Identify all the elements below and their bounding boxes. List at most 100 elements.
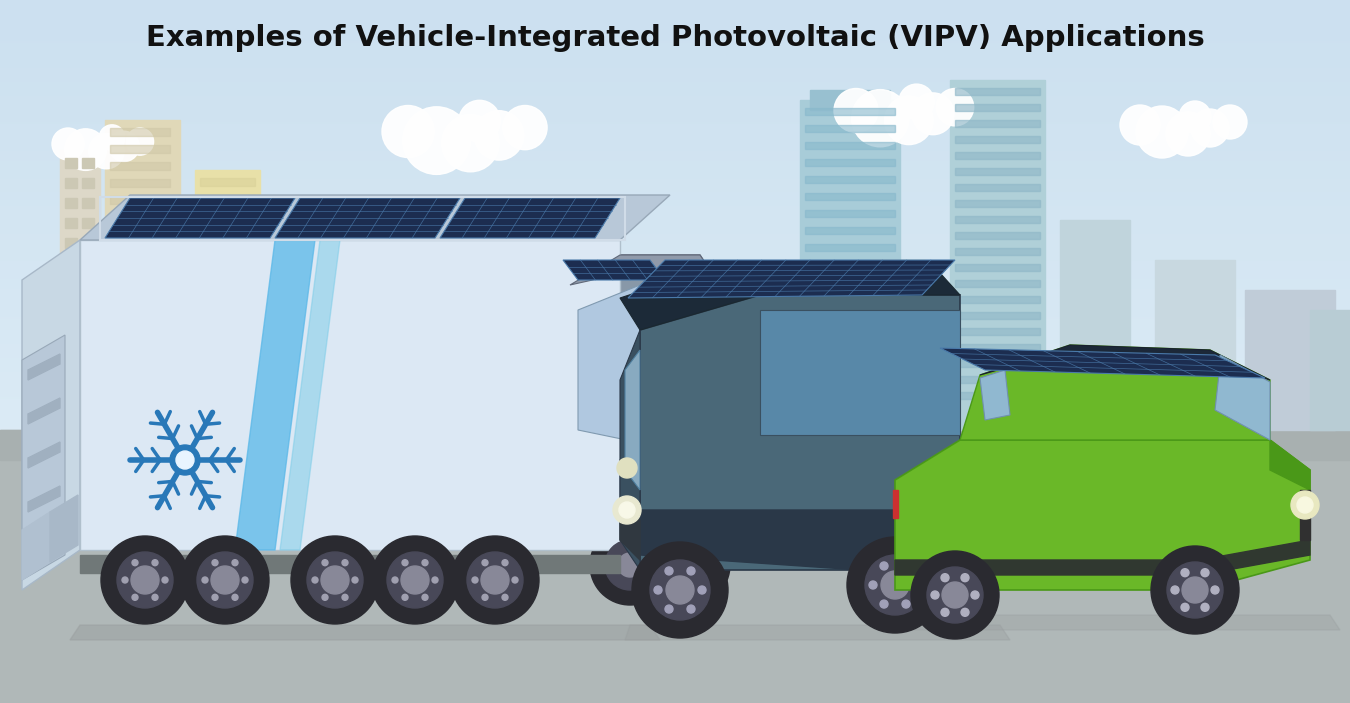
- Bar: [892, 490, 898, 518]
- Circle shape: [53, 128, 84, 160]
- Bar: [59, 150, 100, 430]
- Bar: [109, 281, 170, 289]
- Circle shape: [698, 586, 706, 594]
- Bar: [109, 230, 170, 238]
- Circle shape: [618, 553, 643, 577]
- Circle shape: [392, 577, 398, 583]
- Bar: [954, 280, 1040, 287]
- Bar: [65, 198, 77, 208]
- Circle shape: [687, 567, 695, 575]
- Bar: [275, 228, 346, 236]
- Bar: [200, 280, 255, 288]
- Bar: [65, 218, 77, 228]
- Bar: [275, 300, 346, 308]
- Bar: [109, 162, 170, 170]
- Circle shape: [117, 552, 173, 608]
- Circle shape: [402, 594, 408, 600]
- Polygon shape: [563, 260, 666, 280]
- Circle shape: [441, 115, 500, 172]
- Circle shape: [176, 451, 194, 469]
- Bar: [275, 372, 346, 380]
- Polygon shape: [570, 255, 720, 285]
- Circle shape: [1170, 586, 1179, 594]
- Circle shape: [387, 552, 443, 608]
- Circle shape: [834, 89, 878, 132]
- Polygon shape: [279, 240, 340, 550]
- Bar: [875, 340, 919, 348]
- Bar: [875, 376, 919, 384]
- Bar: [82, 318, 94, 328]
- Polygon shape: [28, 486, 59, 512]
- Circle shape: [937, 89, 973, 126]
- Circle shape: [880, 562, 888, 570]
- Bar: [82, 338, 94, 348]
- Bar: [805, 210, 895, 217]
- Circle shape: [666, 576, 694, 604]
- Bar: [82, 238, 94, 248]
- Circle shape: [211, 566, 239, 594]
- Bar: [875, 268, 919, 276]
- Bar: [954, 248, 1040, 255]
- Bar: [109, 366, 170, 374]
- Bar: [954, 168, 1040, 175]
- Circle shape: [122, 577, 128, 583]
- Circle shape: [961, 608, 969, 617]
- Bar: [954, 216, 1040, 223]
- Polygon shape: [1300, 490, 1310, 540]
- Bar: [200, 263, 255, 271]
- Polygon shape: [620, 262, 960, 330]
- Bar: [109, 315, 170, 323]
- Circle shape: [1152, 546, 1239, 634]
- Polygon shape: [22, 240, 80, 590]
- Circle shape: [153, 594, 158, 600]
- Bar: [954, 120, 1040, 127]
- Bar: [1060, 220, 1130, 430]
- Bar: [805, 159, 895, 166]
- Circle shape: [880, 600, 888, 608]
- Bar: [109, 349, 170, 357]
- Polygon shape: [22, 335, 65, 580]
- Bar: [805, 142, 895, 149]
- Bar: [200, 297, 255, 305]
- Circle shape: [197, 552, 252, 608]
- Bar: [1310, 310, 1350, 430]
- Circle shape: [869, 581, 878, 589]
- Bar: [805, 193, 895, 200]
- Bar: [954, 264, 1040, 271]
- Circle shape: [1297, 497, 1314, 513]
- Circle shape: [1183, 577, 1208, 603]
- Bar: [200, 365, 255, 373]
- Bar: [954, 232, 1040, 239]
- Bar: [65, 278, 77, 288]
- Polygon shape: [275, 198, 460, 238]
- Bar: [805, 312, 895, 319]
- Circle shape: [467, 552, 522, 608]
- Circle shape: [312, 577, 319, 583]
- Circle shape: [649, 560, 710, 620]
- Bar: [65, 238, 77, 248]
- Bar: [82, 178, 94, 188]
- Bar: [82, 218, 94, 228]
- Circle shape: [181, 536, 269, 624]
- Bar: [275, 246, 346, 254]
- Circle shape: [474, 110, 524, 160]
- Circle shape: [1202, 569, 1210, 576]
- Polygon shape: [105, 198, 296, 238]
- Polygon shape: [625, 350, 640, 490]
- Polygon shape: [80, 240, 620, 550]
- Bar: [875, 322, 919, 330]
- Bar: [954, 312, 1040, 319]
- Polygon shape: [28, 398, 59, 424]
- Polygon shape: [1270, 440, 1310, 490]
- Polygon shape: [70, 625, 660, 640]
- Bar: [875, 304, 919, 312]
- Bar: [270, 220, 350, 430]
- Polygon shape: [649, 490, 720, 550]
- Bar: [1245, 290, 1335, 430]
- Bar: [109, 247, 170, 255]
- Circle shape: [202, 577, 208, 583]
- Polygon shape: [890, 615, 1341, 630]
- Circle shape: [132, 560, 138, 566]
- Bar: [200, 195, 255, 203]
- Polygon shape: [760, 310, 960, 435]
